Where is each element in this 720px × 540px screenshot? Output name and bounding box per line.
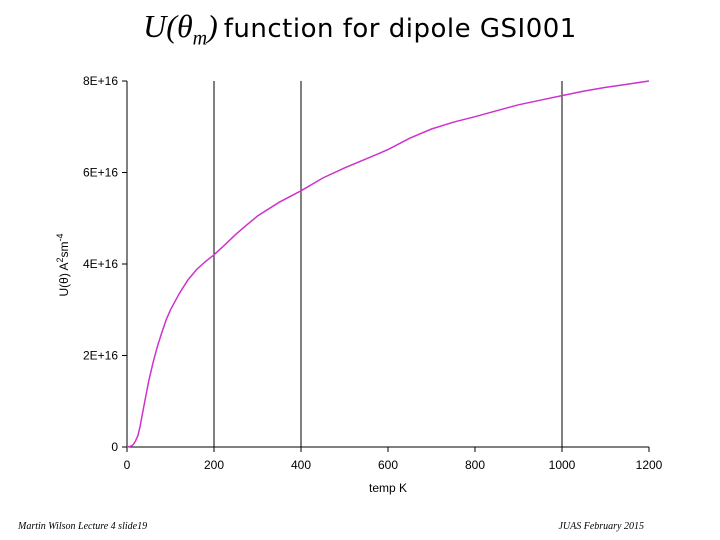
title-formula-sub: m [192,27,208,50]
series-line-u-theta [126,80,650,448]
y-tick-label: 6E+16 [83,166,118,180]
y-tick-label: 8E+16 [83,74,118,88]
title-formula-main: U(θ [143,8,193,44]
x-tick-label: 200 [204,458,224,472]
x-tick-label: 800 [465,458,485,472]
x-tick-label: 400 [291,458,311,472]
footer-left: Martin Wilson Lecture 4 slide19 [18,521,148,532]
x-tick-label: 1000 [549,458,576,472]
slide-title: U(θm) function for dipole GSI001 [0,6,720,58]
x-tick-label: 0 [124,458,131,472]
y-axis-label-sup2: -4 [55,233,65,241]
y-axis-label-sup1: 2 [55,257,65,262]
y-tick-label: 0 [111,440,118,454]
title-formula-close: ) [207,8,218,44]
y-tick-label: 2E+16 [83,349,118,363]
y-axis-label-main: U(θ) A [57,263,71,297]
y-axis-label-mid: sm [57,241,71,257]
x-tick-label: 600 [378,458,398,472]
y-tick-label: 4E+16 [83,257,118,271]
x-axis-label: temp K [369,481,407,495]
title-text: function for dipole GSI001 [223,14,577,44]
footer-right: JUAS February 2015 [558,521,644,532]
title-formula: U(θm) [143,8,218,49]
y-axis-label: U(θ) A2sm-4 [55,233,71,296]
x-tick-label: 1200 [636,458,663,472]
